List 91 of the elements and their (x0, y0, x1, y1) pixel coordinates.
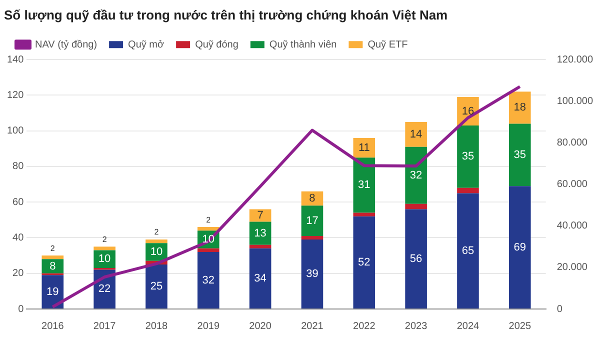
data-label: 56 (410, 252, 422, 265)
legend-label: Quỹ ETF (368, 39, 408, 50)
x-tick-label: 2022 (353, 320, 376, 332)
bar (42, 256, 64, 260)
data-label: 10 (202, 234, 215, 246)
data-label: 65 (462, 244, 474, 257)
data-label: 8 (50, 260, 56, 272)
data-label: 2 (102, 234, 108, 244)
y-tick-label: 140 (6, 54, 24, 66)
y2-tick-label: 80.000 (556, 137, 588, 148)
bar (249, 222, 272, 245)
bar (508, 92, 531, 124)
x-tick-label: 2020 (249, 320, 272, 332)
data-label: 19 (46, 286, 59, 298)
y2-tick-label: 100.000 (556, 96, 594, 107)
data-label: 8 (309, 192, 316, 205)
x-tick-label: 2024 (456, 320, 480, 332)
bar (508, 186, 531, 308)
y-tick-label: 120 (6, 90, 24, 101)
data-label: 35 (462, 150, 474, 163)
x-tick-label: 2016 (42, 320, 64, 332)
legend-label: Quỹ thành viên (269, 39, 337, 50)
data-label: 11 (358, 142, 370, 154)
bar (146, 240, 168, 244)
y-tick-label: 0 (18, 304, 24, 315)
data-label: 2 (206, 215, 212, 224)
bar (353, 216, 376, 308)
bar (457, 188, 479, 194)
data-label: 10 (98, 253, 111, 266)
bar (457, 193, 479, 308)
bar (301, 240, 324, 308)
legend-label: Quỹ mở (128, 39, 165, 50)
y2-tick-label: 0 (556, 304, 563, 315)
bar (405, 146, 427, 204)
bar (353, 212, 376, 216)
data-label: 52 (358, 256, 370, 268)
y2-tick-label: 20.000 (556, 262, 588, 274)
bar (42, 259, 64, 274)
bar (94, 250, 116, 268)
bar (301, 236, 324, 240)
x-tick-label: 2023 (404, 320, 428, 332)
data-label: 34 (254, 272, 266, 284)
x-tick-label: 2018 (145, 320, 168, 332)
data-label: 25 (150, 280, 163, 293)
data-label: 14 (410, 128, 422, 140)
data-label: 18 (514, 102, 526, 114)
bar (249, 209, 272, 222)
data-label: 22 (98, 283, 111, 296)
bar (197, 248, 220, 252)
bar (249, 248, 272, 308)
x-tick-label: 2025 (508, 320, 532, 332)
x-tick-label: 2017 (93, 320, 116, 332)
chart-title: Số lượng quỹ đầu tư trong nước trên thị trường chứng khoán Việt Nam (4, 7, 448, 22)
data-label: 31 (358, 179, 370, 192)
x-tick-label: 2021 (301, 320, 324, 332)
bar (353, 158, 376, 213)
y2-tick-label: 60.000 (556, 179, 588, 190)
data-label: 69 (514, 241, 526, 254)
bar (94, 246, 116, 250)
data-label: 16 (462, 105, 474, 118)
bar (249, 244, 272, 248)
data-label: 32 (202, 274, 215, 286)
y-tick-label: 60 (12, 196, 24, 208)
data-label: 2 (50, 244, 56, 253)
data-label: 10 (150, 246, 163, 258)
data-label: 35 (514, 148, 526, 161)
bar (405, 122, 427, 147)
bar (508, 124, 531, 186)
bar (405, 209, 427, 308)
y-tick-label: 80 (12, 161, 24, 172)
y2-tick-label: 120.000 (556, 54, 594, 66)
data-label: 13 (254, 227, 266, 240)
bar (301, 206, 324, 236)
y2-tick-label: 40.000 (556, 220, 588, 232)
legend-label: NAV (tỷ đồng) (35, 39, 98, 50)
bar (405, 204, 427, 210)
y-tick-label: 40 (12, 232, 24, 244)
data-label: 17 (306, 214, 318, 227)
legend-label: Quỹ đóng (195, 39, 238, 50)
data-label: 2 (154, 228, 160, 237)
bar (353, 138, 376, 158)
bar (457, 126, 479, 188)
data-label: 39 (306, 268, 318, 280)
bar (146, 264, 168, 308)
y-tick-label: 20 (12, 268, 24, 280)
x-tick-label: 2019 (197, 320, 220, 332)
data-label: 32 (410, 169, 422, 182)
bar (197, 227, 220, 231)
bar (197, 252, 220, 308)
data-label: 7 (257, 210, 264, 222)
y-tick-label: 100 (6, 126, 24, 137)
